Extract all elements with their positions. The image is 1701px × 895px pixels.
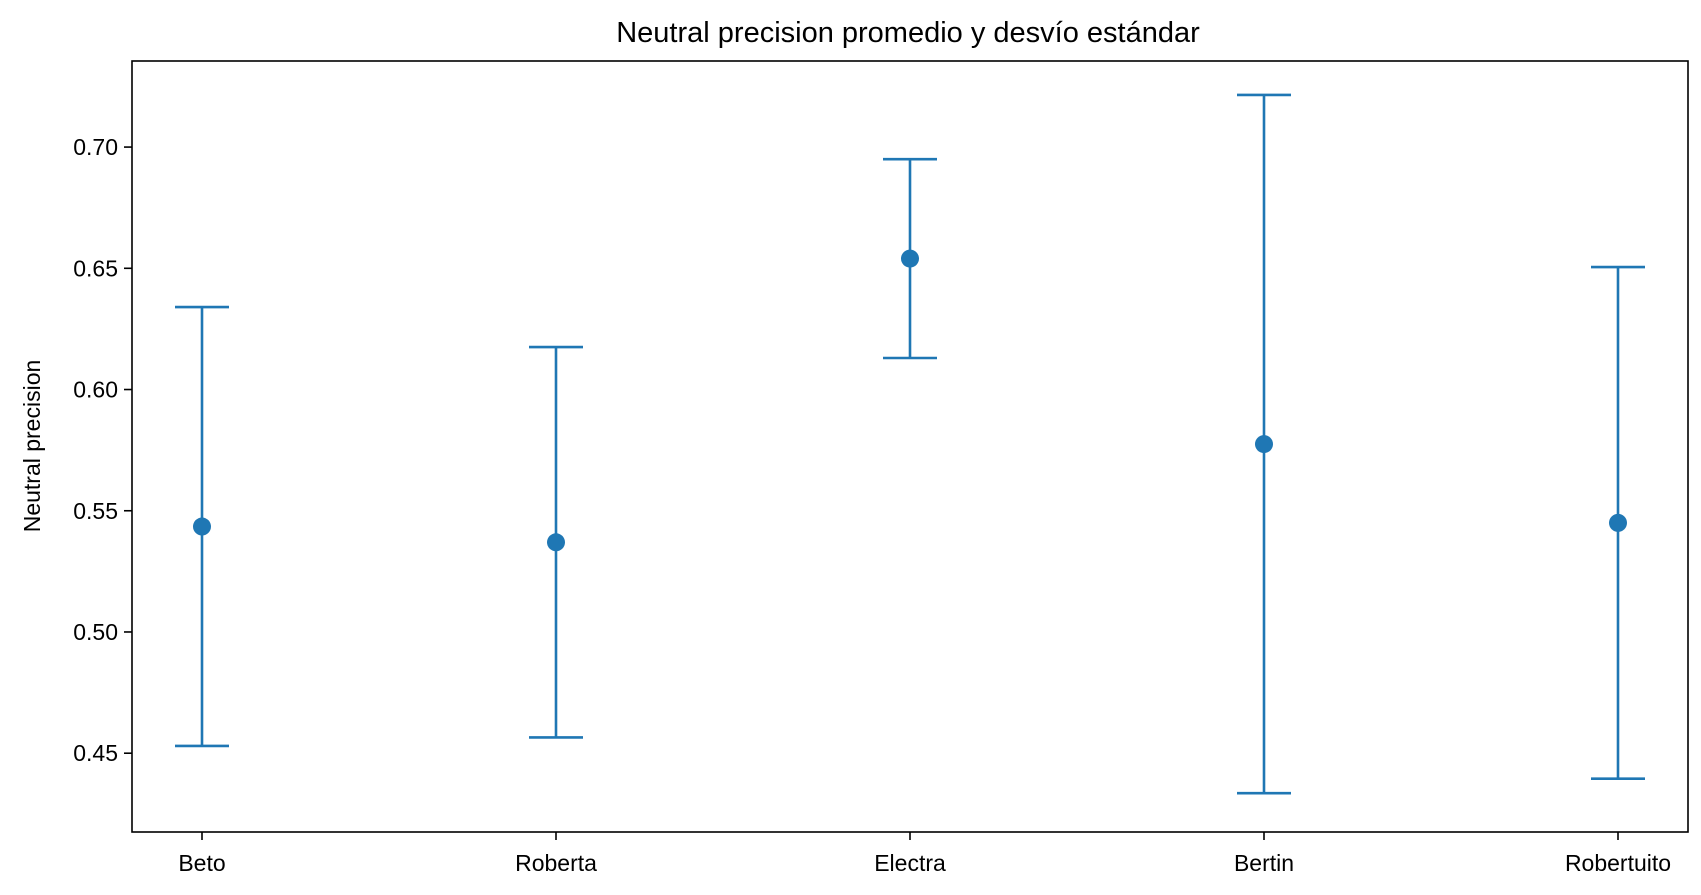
x-tick-label: Robertuito bbox=[1565, 850, 1671, 876]
y-axis-ticks: 0.45 0.50 0.55 0.60 0.65 0.70 bbox=[73, 134, 132, 766]
mean-point bbox=[547, 533, 565, 552]
y-tick-label: 0.60 bbox=[73, 377, 118, 403]
y-tick-label: 0.50 bbox=[73, 619, 118, 645]
y-tick-label: 0.70 bbox=[73, 134, 118, 160]
x-tick-label: Electra bbox=[874, 850, 946, 876]
y-tick-label: 0.65 bbox=[73, 255, 118, 281]
error-bar-marks bbox=[175, 93, 1645, 795]
mean-point bbox=[193, 517, 211, 536]
mean-point bbox=[901, 249, 919, 268]
mean-point bbox=[1609, 513, 1627, 532]
x-tick-label: Beto bbox=[178, 850, 225, 876]
chart-title: Neutral precision promedio y desvío está… bbox=[616, 17, 1200, 49]
y-axis-label: Neutral precision bbox=[19, 360, 45, 533]
y-tick-label: 0.55 bbox=[73, 498, 118, 524]
x-tick-label: Bertin bbox=[1234, 850, 1294, 876]
x-tick-label: Roberta bbox=[515, 850, 597, 876]
x-axis-ticks: Beto Roberta Electra Bertin Robertuito bbox=[178, 832, 1671, 876]
y-tick-label: 0.45 bbox=[73, 740, 118, 766]
mean-point bbox=[1255, 435, 1273, 454]
